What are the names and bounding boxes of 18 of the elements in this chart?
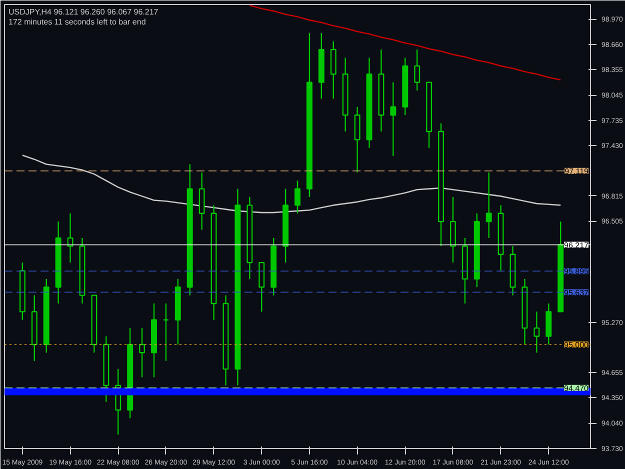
ref-line-label: 97.119 bbox=[564, 166, 590, 176]
ref-line-label: 96.217 bbox=[564, 240, 590, 250]
candlestick bbox=[486, 172, 492, 239]
candlestick bbox=[294, 180, 300, 214]
ref-line-label: 95.637 bbox=[564, 288, 590, 298]
candlestick bbox=[534, 311, 540, 354]
ref-line-label: 94.470 bbox=[564, 384, 590, 393]
line-series bbox=[249, 4, 562, 81]
line-series bbox=[22, 154, 562, 214]
candlestick bbox=[414, 48, 420, 92]
ref-line-label: 95.895 bbox=[564, 267, 590, 276]
text: 172 minutes 11 seconds left to bar end bbox=[8, 18, 146, 26]
candlestick bbox=[67, 212, 74, 264]
candlestick bbox=[390, 82, 396, 157]
chart-title: USDJPY,H4 96.121 96.260 96.067 96.217 bbox=[8, 8, 159, 16]
candlestick bbox=[139, 327, 146, 378]
candlestick bbox=[162, 302, 169, 362]
ref-line-label: 95.000 bbox=[564, 340, 590, 350]
